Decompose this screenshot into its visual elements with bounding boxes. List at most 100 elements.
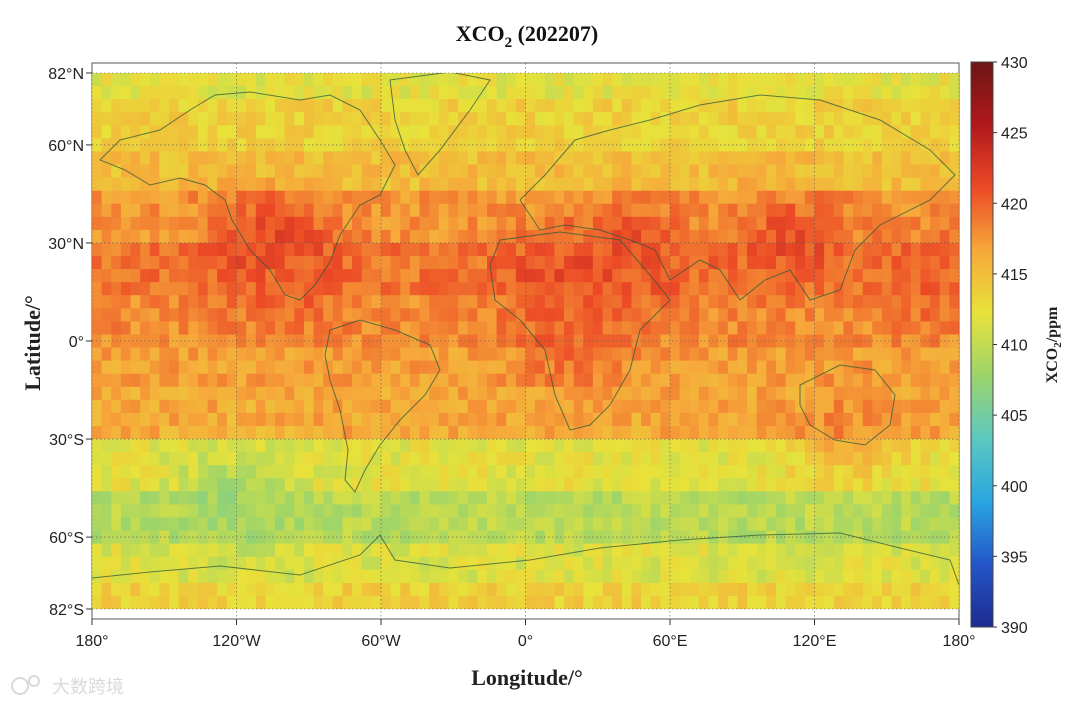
- heatmap-cell: [689, 177, 700, 192]
- heatmap-cell: [718, 269, 729, 283]
- heatmap-cell: [592, 282, 604, 296]
- heatmap-cell: [718, 164, 729, 179]
- heatmap-cell: [313, 595, 324, 609]
- heatmap-cell: [458, 99, 469, 113]
- heatmap-cell: [641, 112, 652, 126]
- heatmap-cell: [544, 452, 555, 466]
- heatmap-cell: [149, 386, 160, 401]
- heatmap-cell: [776, 243, 787, 257]
- heatmap-cell: [833, 556, 844, 571]
- heatmap-cell: [660, 295, 671, 309]
- heatmap-cell: [198, 125, 209, 139]
- heatmap-cell: [294, 86, 305, 100]
- heatmap-cell: [814, 517, 825, 532]
- heatmap-cell: [872, 478, 883, 492]
- heatmap-cell: [438, 569, 449, 584]
- heatmap-cell: [101, 269, 112, 283]
- heatmap-cell: [660, 151, 671, 166]
- heatmap-cell: [342, 491, 353, 505]
- heatmap-cell: [506, 504, 517, 519]
- heatmap-cell: [487, 86, 498, 100]
- heatmap-cell: [689, 373, 700, 388]
- heatmap-cell: [920, 216, 931, 231]
- heatmap-cell: [939, 582, 950, 597]
- heatmap-cell: [515, 203, 527, 218]
- heatmap-cell: [564, 452, 575, 466]
- heatmap-cell: [872, 465, 883, 479]
- heatmap-cell: [833, 530, 844, 545]
- heatmap-cell: [111, 99, 122, 113]
- heatmap-cell: [824, 569, 835, 584]
- heatmap-cell: [689, 203, 700, 218]
- heatmap-cell: [487, 308, 498, 322]
- heatmap-cell: [718, 373, 729, 388]
- heatmap-cell: [602, 269, 613, 283]
- heatmap-cell: [111, 282, 122, 296]
- heatmap-cell: [804, 151, 816, 166]
- heatmap-cell: [872, 269, 883, 283]
- heatmap-cell: [698, 426, 710, 440]
- heatmap-cell: [101, 282, 112, 296]
- heatmap-cell: [612, 229, 623, 244]
- heatmap-cell: [178, 556, 189, 571]
- heatmap-cell: [130, 164, 141, 179]
- heatmap-cell: [390, 334, 401, 349]
- heatmap-cell: [429, 465, 440, 479]
- heatmap-cell: [698, 112, 710, 126]
- heatmap-cell: [843, 452, 854, 466]
- heatmap-cell: [207, 399, 218, 414]
- heatmap-cell: [660, 99, 671, 113]
- heatmap-cell: [718, 412, 729, 427]
- heatmap-cell: [679, 282, 690, 296]
- heatmap-cell: [785, 243, 796, 257]
- heatmap-cell: [159, 426, 170, 440]
- heatmap-cell: [891, 452, 902, 466]
- heatmap-cell: [544, 229, 555, 244]
- heatmap-cell: [689, 491, 700, 505]
- heatmap-cell: [881, 399, 893, 414]
- heatmap-cell: [265, 229, 276, 244]
- heatmap-cell: [564, 439, 575, 453]
- heatmap-cell: [226, 151, 238, 166]
- heatmap-cell: [477, 151, 488, 166]
- heatmap-cell: [612, 426, 623, 440]
- heatmap-cell: [901, 491, 912, 505]
- heatmap-cell: [275, 86, 286, 100]
- heatmap-cell: [737, 282, 748, 296]
- heatmap-cell: [795, 125, 806, 139]
- heatmap-cell: [477, 164, 488, 179]
- heatmap-cell: [621, 256, 632, 270]
- heatmap-cell: [872, 530, 883, 545]
- heatmap-cell: [727, 478, 738, 492]
- heatmap-cell: [226, 269, 238, 283]
- heatmap-cell: [737, 308, 748, 322]
- heatmap-cell: [737, 373, 748, 388]
- heatmap-cell: [776, 582, 787, 597]
- heatmap-cell: [381, 426, 392, 440]
- heatmap-cell: [756, 282, 767, 296]
- heatmap-cell: [939, 138, 950, 153]
- heatmap-cell: [679, 556, 690, 571]
- heatmap-cell: [467, 216, 478, 231]
- heatmap-cell: [198, 269, 209, 283]
- heatmap-cell: [843, 256, 854, 270]
- heatmap-cell: [361, 151, 372, 166]
- heatmap-cell: [226, 216, 238, 231]
- heatmap-cell: [458, 269, 469, 283]
- heatmap-cell: [756, 582, 767, 597]
- heatmap-cell: [313, 73, 324, 87]
- heatmap-cell: [178, 295, 189, 309]
- heatmap-cell: [458, 569, 469, 584]
- heatmap-cell: [920, 86, 931, 100]
- heatmap-cell: [641, 439, 652, 453]
- heatmap-cell: [756, 595, 767, 609]
- heatmap-cell: [352, 426, 363, 440]
- coastline-south-america: [324, 319, 441, 493]
- heatmap-cell: [226, 282, 238, 296]
- heatmap-cell: [92, 399, 103, 414]
- heatmap-cell: [303, 256, 315, 270]
- heatmap-cell: [332, 308, 343, 322]
- heatmap-cell: [612, 491, 623, 505]
- heatmap-cell: [400, 347, 411, 362]
- heatmap-cell: [554, 308, 565, 322]
